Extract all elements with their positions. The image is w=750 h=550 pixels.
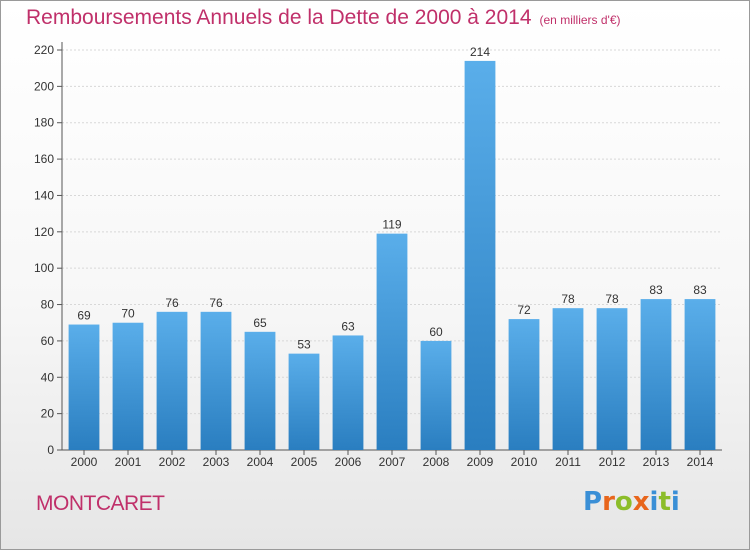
value-label-2003: 76	[209, 296, 223, 310]
bar-2011	[552, 308, 584, 450]
y-tick-label: 100	[34, 261, 54, 275]
bar-2001	[112, 322, 144, 450]
x-tick-label-2003: 2003	[203, 455, 230, 469]
y-tick-label: 160	[34, 152, 54, 166]
bar-2007	[376, 233, 408, 450]
bars	[68, 60, 716, 451]
value-label-2000: 69	[77, 309, 91, 323]
bar-2008	[420, 340, 452, 450]
chart-title-text: Remboursements Annuels de la Dette de 20…	[26, 6, 532, 29]
value-label-2002: 76	[165, 296, 179, 310]
y-tick-label: 120	[34, 225, 54, 239]
y-tick-label: 200	[34, 79, 54, 93]
x-tick-label-2011: 2011	[555, 455, 581, 469]
x-tick-label-2006: 2006	[335, 455, 362, 469]
bar-2009	[464, 60, 496, 451]
value-label-2009: 214	[470, 45, 490, 59]
commune-name: MONTCARET	[36, 492, 165, 515]
value-label-2008: 60	[429, 325, 443, 339]
y-tick-label: 80	[41, 298, 55, 312]
bar-2000	[68, 324, 100, 450]
y-tick-label: 220	[34, 43, 54, 57]
value-label-2013: 83	[649, 283, 663, 297]
bar-2003	[200, 311, 232, 450]
value-label-2006: 63	[341, 319, 355, 333]
x-tick-label-2002: 2002	[159, 455, 186, 469]
x-tick-label-2010: 2010	[511, 455, 538, 469]
value-label-2011: 78	[561, 292, 575, 306]
y-tick-label: 0	[47, 443, 54, 457]
chart-unit: (en milliers d'€)	[539, 13, 621, 27]
y-tick-label: 20	[41, 407, 55, 421]
y-tick-label: 140	[34, 188, 54, 202]
value-label-2012: 78	[605, 292, 619, 306]
bar-2006	[332, 335, 364, 450]
x-tick-label-2009: 2009	[467, 455, 494, 469]
y-tick-label: 40	[41, 370, 55, 384]
y-tick-label: 60	[41, 334, 55, 348]
axes: 0 20 40 60 80 100 120 140 160 180 200 220	[34, 42, 722, 457]
x-tick-label-2007: 2007	[379, 455, 406, 469]
bar-2013	[640, 299, 672, 450]
value-label-2004: 65	[253, 316, 267, 330]
bar-2010	[508, 319, 540, 450]
bar-2012	[596, 308, 628, 450]
x-tick-label-2005: 2005	[291, 455, 318, 469]
x-tick-label-2000: 2000	[71, 455, 98, 469]
bar-2004	[244, 331, 276, 450]
value-label-2010: 72	[517, 303, 531, 317]
x-tick-label-2013: 2013	[643, 455, 670, 469]
value-label-2007: 119	[382, 218, 401, 232]
chart-title: Remboursements Annuels de la Dette de 20…	[26, 6, 621, 30]
value-label-2014: 83	[693, 283, 707, 297]
x-tick-label-2004: 2004	[247, 455, 274, 469]
x-tick-label-2012: 2012	[599, 455, 626, 469]
x-tick-label-2014: 2014	[687, 455, 714, 469]
x-tick-label-2001: 2001	[115, 455, 142, 469]
y-tick-label: 180	[34, 116, 54, 130]
proxiti-logo: Proxiti	[583, 487, 680, 517]
x-tick-label-2008: 2008	[423, 455, 450, 469]
bar-2002	[156, 311, 188, 450]
value-label-2005: 53	[297, 338, 311, 352]
bar-2014	[684, 299, 716, 450]
labels: 69 2000 70 2001 76 2002 76 2003 65 2004 53 2005 63 20…	[71, 45, 714, 469]
value-label-2001: 70	[121, 307, 135, 321]
bar-2005	[288, 353, 320, 450]
